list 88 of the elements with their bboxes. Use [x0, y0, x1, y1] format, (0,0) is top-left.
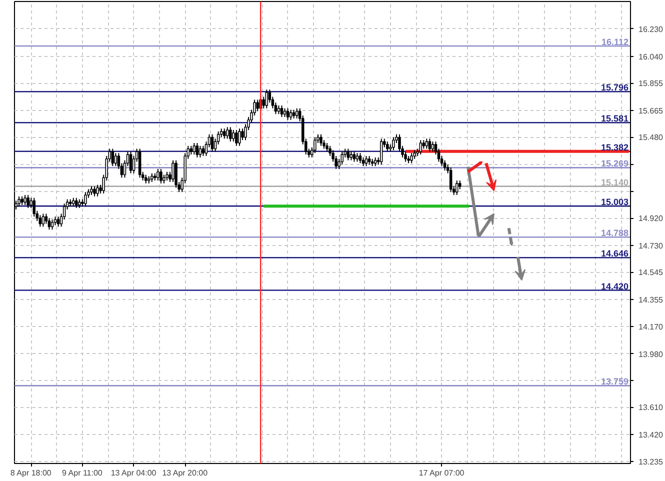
x-tick-label: 17 Apr 07:00	[418, 468, 465, 478]
candlestick	[386, 141, 389, 152]
ref-line-label: 15.581	[600, 114, 629, 124]
y-tick-label: 14.170	[638, 322, 664, 332]
candlestick	[289, 109, 292, 120]
candlestick	[419, 140, 422, 156]
candlestick	[340, 151, 344, 166]
candlestick	[238, 128, 241, 146]
candlestick	[38, 214, 42, 228]
candlestick	[222, 128, 226, 140]
candlestick	[346, 148, 350, 161]
ref-line-label: 14.646	[600, 248, 629, 259]
candlestick	[56, 216, 60, 228]
ref-line-label: 15.003	[600, 197, 629, 208]
x-tick-label: 13 Apr 04:00	[110, 468, 157, 478]
candlestick	[364, 155, 368, 167]
candlestick	[262, 96, 265, 109]
candlestick	[196, 142, 199, 158]
candlestick	[93, 186, 96, 197]
candlestick	[443, 160, 446, 171]
candlestick	[26, 194, 30, 208]
candlestick	[358, 152, 362, 164]
candlestick	[18, 196, 20, 208]
candlestick	[192, 142, 196, 156]
candlestick	[24, 194, 26, 206]
candlestick	[392, 136, 395, 151]
candlestick	[114, 152, 118, 167]
x-tick-label: 9 Apr 11:00	[62, 468, 103, 478]
y-tick-label: 16.230	[638, 24, 664, 34]
ref-line-label: 15.269	[600, 158, 629, 169]
candlestick	[380, 138, 383, 166]
x-tick-label: 8 Apr 18:00	[10, 468, 52, 478]
candlestick	[280, 104, 284, 118]
ref-line-label: 15.140	[600, 177, 629, 188]
candlestick	[295, 108, 298, 119]
y-tick-label: 14.355	[638, 296, 664, 305]
x-tick-label: 13 Apr 20:00	[162, 468, 208, 478]
candlestick	[425, 138, 428, 150]
candlestick	[256, 99, 259, 112]
candlestick	[235, 129, 238, 146]
candlestick	[96, 184, 99, 197]
candlestick	[431, 141, 434, 152]
candlestick	[111, 148, 114, 167]
candlestick	[160, 168, 162, 184]
candlestick	[352, 151, 356, 162]
candlestick	[75, 197, 78, 208]
candlestick	[210, 134, 214, 152]
candlestick	[286, 108, 290, 120]
y-tick-label: 15.665	[638, 106, 664, 116]
candlestick	[229, 126, 232, 142]
candlestick	[320, 134, 322, 146]
candlestick	[42, 213, 45, 228]
ref-line-label: 16.112	[601, 36, 628, 47]
candlestick	[138, 148, 142, 178]
candlestick	[32, 197, 36, 218]
candlestick	[449, 167, 452, 193]
candlestick	[232, 129, 235, 142]
candlestick	[314, 136, 316, 154]
candlestick	[202, 145, 205, 156]
y-tick-label: 14.545	[638, 268, 664, 278]
ref-line-label: 15.796	[600, 82, 629, 93]
y-tick-label: 13.610	[638, 403, 664, 412]
candlestick	[156, 168, 160, 182]
candlestick	[129, 151, 132, 174]
candlestick	[410, 152, 413, 164]
candlestick	[241, 128, 244, 141]
candlestick	[174, 160, 178, 188]
y-tick-label: 13.980	[638, 350, 664, 359]
y-tick-label: 14.730	[638, 241, 664, 250]
candlestick	[50, 219, 54, 230]
y-tick-label: 15.480	[638, 133, 664, 142]
candlestick	[265, 89, 268, 109]
candlestick	[198, 145, 202, 158]
candlestick	[428, 138, 432, 152]
candlestick	[455, 180, 458, 196]
ref-line-label: 13.759	[600, 376, 629, 387]
y-tick-label: 13.420	[638, 430, 664, 440]
y-tick-label: 13.235	[638, 457, 664, 466]
y-tick-label: 14.920	[638, 214, 664, 224]
candlestick	[172, 160, 174, 182]
y-tick-label: 16.040	[638, 52, 664, 62]
candlestick	[48, 218, 51, 230]
y-tick-label: 15.855	[638, 79, 664, 88]
candlestick	[226, 126, 229, 140]
ref-line-label: 14.420	[600, 281, 629, 292]
ref-line-label: 15.382	[600, 142, 629, 152]
candlestick	[84, 192, 87, 208]
ref-line-label: 14.788	[600, 228, 629, 238]
